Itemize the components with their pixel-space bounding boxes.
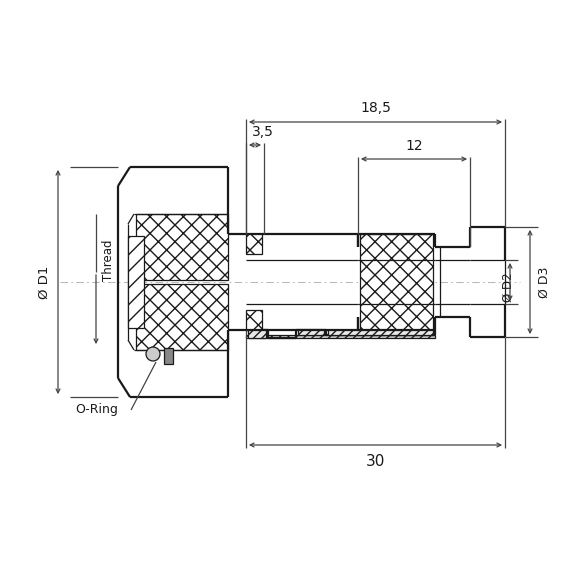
Bar bbox=[164, 348, 173, 364]
Bar bbox=[328, 330, 433, 335]
Text: 12: 12 bbox=[405, 139, 423, 153]
Text: Ø D2: Ø D2 bbox=[502, 272, 514, 302]
Bar bbox=[248, 330, 266, 338]
Bar bbox=[298, 330, 324, 335]
Text: Thread: Thread bbox=[102, 239, 115, 281]
Circle shape bbox=[146, 347, 160, 361]
Text: O-Ring: O-Ring bbox=[75, 403, 118, 417]
Text: Ø D1: Ø D1 bbox=[37, 265, 51, 299]
Bar bbox=[136, 284, 228, 350]
Bar bbox=[246, 310, 262, 330]
Text: Ø D3: Ø D3 bbox=[538, 267, 551, 297]
Bar bbox=[136, 214, 228, 280]
Bar bbox=[360, 234, 433, 330]
Text: 18,5: 18,5 bbox=[360, 101, 391, 115]
Text: 30: 30 bbox=[366, 454, 385, 469]
Bar bbox=[128, 236, 144, 328]
Bar bbox=[246, 335, 435, 338]
Text: 3,5: 3,5 bbox=[252, 125, 274, 139]
Bar bbox=[246, 234, 262, 254]
